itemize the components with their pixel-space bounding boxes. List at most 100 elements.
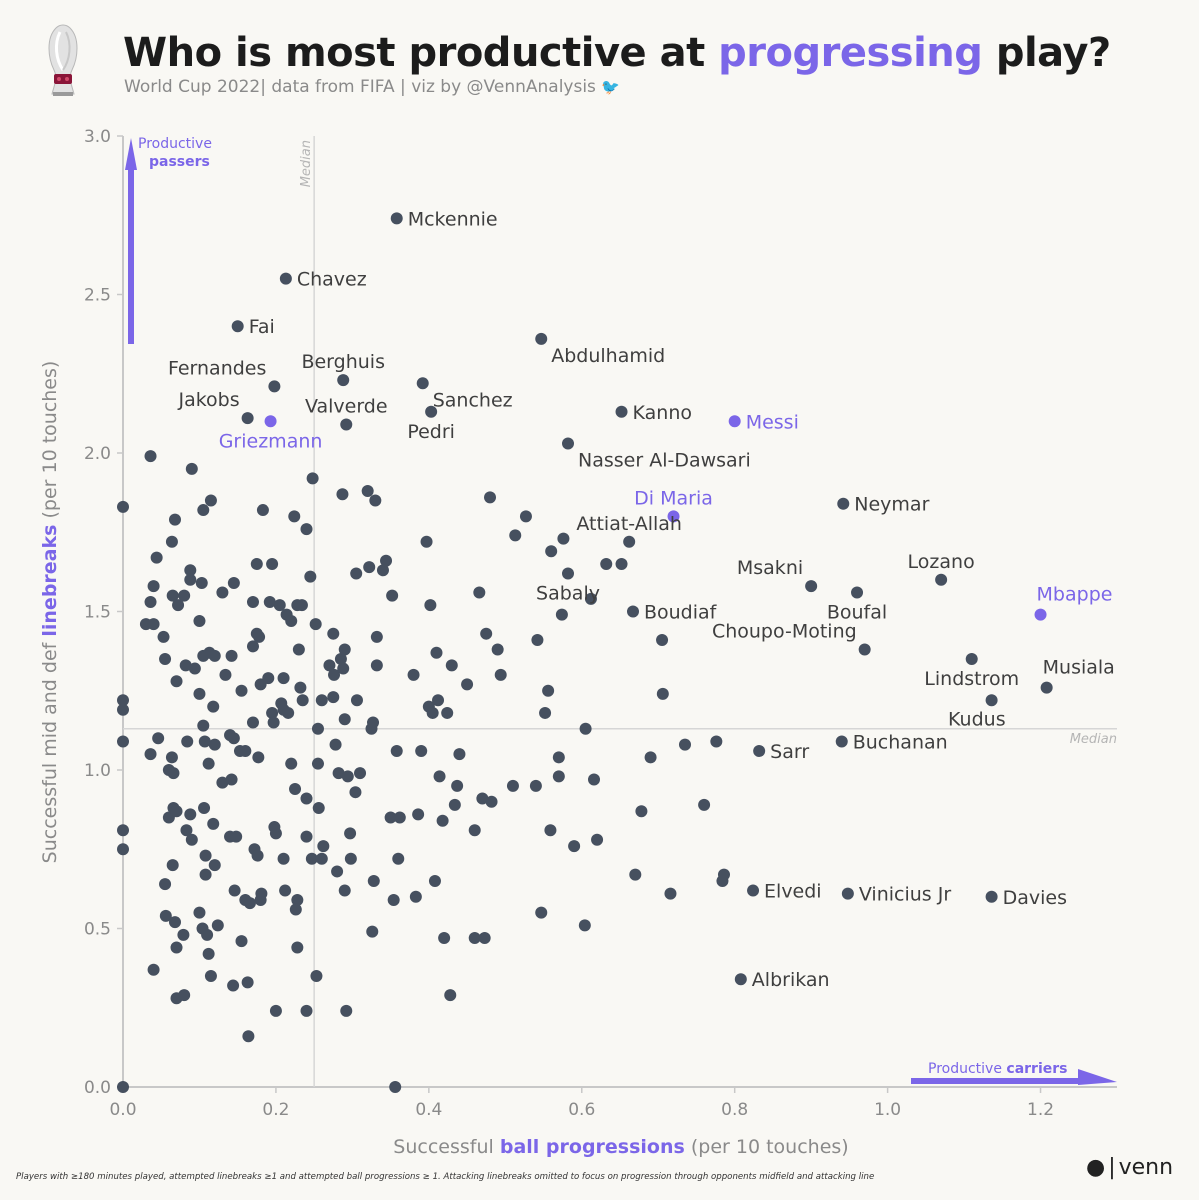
footnote: Players with ≥180 minutes played, attemp… <box>16 1172 875 1182</box>
point-label: Jakobs <box>177 389 239 411</box>
point-label: Messi <box>746 411 799 433</box>
point-label: Elvedi <box>764 880 822 902</box>
data-point <box>227 732 240 745</box>
data-point <box>306 472 319 485</box>
data-point <box>491 643 504 656</box>
point-label: Msakni <box>737 557 803 579</box>
data-point <box>235 684 248 697</box>
title-pre: Who is most productive at <box>123 30 719 76</box>
data-point <box>338 713 351 726</box>
data-point <box>344 827 357 840</box>
labeled-point-mbappe <box>1034 608 1047 621</box>
labeled-point-berghuis <box>337 374 350 387</box>
labeled-point-kudus <box>985 694 998 707</box>
data-point <box>117 703 129 716</box>
data-point <box>656 687 669 700</box>
data-point <box>117 694 129 707</box>
data-point <box>367 874 380 887</box>
carriers-label: Productive carriers <box>928 1061 1068 1077</box>
data-point <box>279 884 292 897</box>
x-tick-label: 0.2 <box>262 1100 289 1120</box>
data-point <box>159 653 172 666</box>
data-point <box>144 748 157 761</box>
labeled-point-sanchez <box>416 377 429 390</box>
data-point <box>198 735 211 748</box>
data-point <box>338 884 351 897</box>
data-point <box>166 859 179 872</box>
data-point <box>329 738 342 751</box>
x-tick-label: 1.2 <box>1027 1100 1054 1120</box>
point-label: Abdulhamid <box>551 345 665 367</box>
data-point <box>184 564 197 577</box>
data-point <box>268 821 281 834</box>
data-point <box>178 589 191 602</box>
point-label: Boufal <box>827 601 887 623</box>
data-point <box>181 735 194 748</box>
data-point <box>144 595 157 608</box>
labeled-point-nasser-al-dawsari <box>562 437 575 450</box>
y-tick-label: 1.5 <box>84 603 111 623</box>
data-point <box>282 706 295 719</box>
data-point <box>568 840 581 853</box>
data-point <box>208 649 221 662</box>
data-point <box>389 1081 402 1093</box>
data-point <box>150 551 163 564</box>
data-point <box>409 890 422 903</box>
data-point <box>144 450 157 463</box>
data-point <box>412 808 425 821</box>
data-point <box>170 675 183 688</box>
labeled-point-lozano <box>935 573 948 586</box>
data-point <box>331 865 344 878</box>
data-point <box>184 808 197 821</box>
data-point <box>197 719 210 732</box>
data-point <box>387 893 400 906</box>
data-point <box>531 634 544 647</box>
data-point <box>328 668 341 681</box>
axes-layer: 0.0 0.5 1.0 1.5 2.0 2.5 3.0 0.0 0.2 0.4 0.6 0.8 1.0 1… <box>84 127 1117 1120</box>
data-point <box>117 735 129 748</box>
data-point <box>615 557 628 570</box>
data-point <box>476 792 489 805</box>
point-label: Kanno <box>633 402 692 424</box>
data-point <box>539 706 552 719</box>
labeled-point-albrikan <box>734 973 747 986</box>
labeled-point-mckennie <box>390 212 403 225</box>
data-point <box>239 744 252 757</box>
data-point <box>441 706 454 719</box>
data-point <box>117 843 129 856</box>
data-point <box>433 770 446 783</box>
data-point <box>177 928 190 941</box>
data-point <box>253 630 266 643</box>
labeled-point-pedri <box>425 405 438 418</box>
data-point <box>262 672 275 685</box>
data-point <box>273 599 286 612</box>
point-label: Di Maria <box>634 487 713 509</box>
data-point <box>332 767 345 780</box>
data-point <box>354 767 367 780</box>
labeled-point-neymar <box>837 497 850 510</box>
data-point <box>323 659 336 672</box>
xlabel-highlight: ball progressions <box>499 1136 685 1158</box>
data-point <box>420 535 433 548</box>
data-point <box>165 535 178 548</box>
carriers-arrow-shaft <box>911 1078 1081 1084</box>
x-tick-label: 0.4 <box>415 1100 442 1120</box>
data-point <box>509 529 522 542</box>
point-label: Attiat-Allah <box>576 513 682 535</box>
data-point <box>312 802 325 815</box>
data-point <box>147 618 160 631</box>
data-point <box>317 840 330 853</box>
data-point <box>246 716 259 729</box>
point-label: Chavez <box>297 269 367 291</box>
data-point <box>370 659 383 672</box>
labeled-point-attiat-allah <box>623 535 636 548</box>
median-layer: Median Median <box>123 136 1117 1087</box>
data-point <box>678 738 691 751</box>
data-point <box>432 694 445 707</box>
data-point <box>600 557 613 570</box>
data-point <box>295 599 308 612</box>
point-label: Sabaly <box>536 582 600 604</box>
data-point <box>285 615 298 628</box>
data-point <box>304 570 317 583</box>
